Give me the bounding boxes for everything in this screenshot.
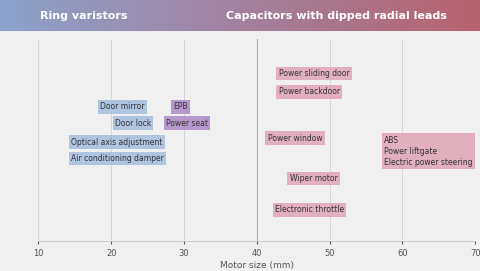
FancyBboxPatch shape [318,0,324,31]
Text: Electronic throttle: Electronic throttle [275,205,344,214]
FancyBboxPatch shape [240,0,246,31]
FancyBboxPatch shape [450,0,456,31]
FancyBboxPatch shape [180,0,186,31]
FancyBboxPatch shape [30,0,36,31]
X-axis label: Motor size (mm): Motor size (mm) [220,261,294,270]
Text: Power backdoor: Power backdoor [279,87,340,96]
FancyBboxPatch shape [294,0,300,31]
FancyBboxPatch shape [6,0,12,31]
FancyBboxPatch shape [426,0,432,31]
FancyBboxPatch shape [114,0,120,31]
Text: Power sliding door: Power sliding door [279,69,349,78]
FancyBboxPatch shape [258,0,264,31]
FancyBboxPatch shape [270,0,276,31]
FancyBboxPatch shape [414,0,420,31]
FancyBboxPatch shape [0,0,6,31]
FancyBboxPatch shape [234,0,240,31]
FancyBboxPatch shape [222,0,228,31]
Text: Capacitors with dipped radial leads: Capacitors with dipped radial leads [226,11,446,21]
FancyBboxPatch shape [120,0,126,31]
FancyBboxPatch shape [18,0,24,31]
Text: Door lock: Door lock [115,119,151,128]
FancyBboxPatch shape [24,0,30,31]
FancyBboxPatch shape [36,0,42,31]
FancyBboxPatch shape [126,0,132,31]
FancyBboxPatch shape [174,0,180,31]
FancyBboxPatch shape [378,0,384,31]
FancyBboxPatch shape [66,0,72,31]
FancyBboxPatch shape [54,0,60,31]
FancyBboxPatch shape [168,0,174,31]
FancyBboxPatch shape [252,0,258,31]
FancyBboxPatch shape [210,0,216,31]
FancyBboxPatch shape [468,0,474,31]
FancyBboxPatch shape [420,0,426,31]
FancyBboxPatch shape [474,0,480,31]
FancyBboxPatch shape [102,0,108,31]
Text: Power window: Power window [268,134,323,143]
FancyBboxPatch shape [48,0,54,31]
FancyBboxPatch shape [138,0,144,31]
FancyBboxPatch shape [306,0,312,31]
Text: Door mirror: Door mirror [100,102,145,111]
FancyBboxPatch shape [366,0,372,31]
FancyBboxPatch shape [276,0,282,31]
FancyBboxPatch shape [108,0,114,31]
FancyBboxPatch shape [132,0,138,31]
FancyBboxPatch shape [42,0,48,31]
Text: Air conditioning damper: Air conditioning damper [71,154,164,163]
FancyBboxPatch shape [144,0,150,31]
FancyBboxPatch shape [324,0,330,31]
FancyBboxPatch shape [336,0,342,31]
FancyBboxPatch shape [264,0,270,31]
FancyBboxPatch shape [360,0,366,31]
FancyBboxPatch shape [72,0,78,31]
Text: ABS
Power liftgate
Electric power steering: ABS Power liftgate Electric power steeri… [384,136,473,167]
FancyBboxPatch shape [408,0,414,31]
FancyBboxPatch shape [96,0,102,31]
FancyBboxPatch shape [444,0,450,31]
FancyBboxPatch shape [192,0,198,31]
FancyBboxPatch shape [150,0,156,31]
FancyBboxPatch shape [12,0,18,31]
FancyBboxPatch shape [228,0,234,31]
FancyBboxPatch shape [300,0,306,31]
FancyBboxPatch shape [330,0,336,31]
FancyBboxPatch shape [288,0,294,31]
FancyBboxPatch shape [204,0,210,31]
FancyBboxPatch shape [384,0,390,31]
FancyBboxPatch shape [462,0,468,31]
Text: Ring varistors: Ring varistors [40,11,128,21]
FancyBboxPatch shape [84,0,90,31]
FancyBboxPatch shape [396,0,402,31]
FancyBboxPatch shape [354,0,360,31]
Text: EPB: EPB [173,102,188,111]
FancyBboxPatch shape [348,0,354,31]
FancyBboxPatch shape [282,0,288,31]
FancyBboxPatch shape [312,0,318,31]
FancyBboxPatch shape [342,0,348,31]
FancyBboxPatch shape [456,0,462,31]
FancyBboxPatch shape [156,0,162,31]
Text: Power seat: Power seat [166,119,208,128]
FancyBboxPatch shape [246,0,252,31]
FancyBboxPatch shape [198,0,204,31]
Text: Wiper motor: Wiper motor [289,174,337,183]
Text: Optical axis adjustment: Optical axis adjustment [71,138,163,147]
FancyBboxPatch shape [162,0,168,31]
FancyBboxPatch shape [216,0,222,31]
FancyBboxPatch shape [90,0,96,31]
FancyBboxPatch shape [390,0,396,31]
FancyBboxPatch shape [60,0,66,31]
FancyBboxPatch shape [186,0,192,31]
FancyBboxPatch shape [438,0,444,31]
FancyBboxPatch shape [372,0,378,31]
FancyBboxPatch shape [432,0,438,31]
FancyBboxPatch shape [402,0,408,31]
FancyBboxPatch shape [78,0,84,31]
